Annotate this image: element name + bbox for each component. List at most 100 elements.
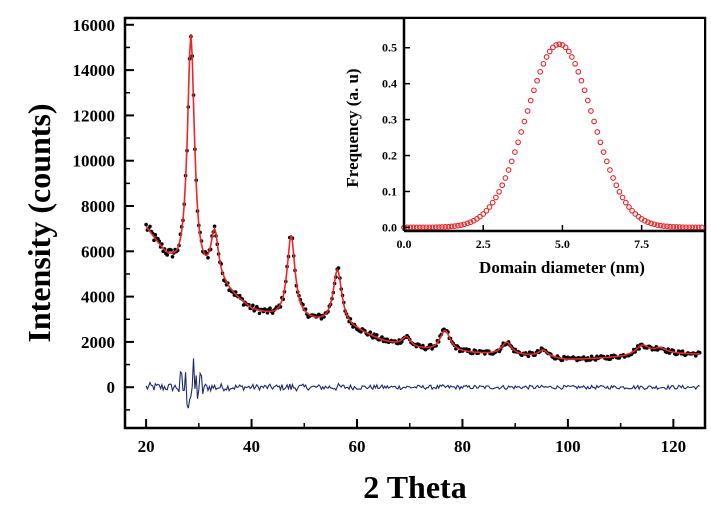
main-x-tick-label: 60	[349, 437, 366, 456]
inset-point	[553, 42, 559, 48]
main-plot-frame	[123, 16, 707, 430]
inset-point	[524, 108, 531, 114]
observed-point	[319, 317, 324, 321]
inset-point	[667, 223, 673, 230]
inset-y-tick-label: 0.4	[382, 77, 397, 91]
inset-point	[527, 97, 534, 104]
inset-point	[654, 222, 661, 228]
inset-x-tick-label: 7.5	[634, 237, 649, 251]
inset-x-tick-label: 2.5	[476, 237, 491, 251]
inset-point	[429, 224, 436, 231]
main-x-tick-label: 80	[454, 437, 471, 456]
observed-point	[380, 335, 384, 339]
inset-x-axis-title: Domain diameter (nm)	[479, 258, 645, 277]
inset-point	[679, 224, 686, 231]
inset-point	[629, 207, 635, 214]
inset-point	[581, 87, 588, 94]
inset-y-tick-label: 0.2	[382, 149, 397, 163]
observed-point	[429, 342, 433, 347]
inset-y-axis-title: Frequency (a. u)	[343, 68, 362, 187]
observed-point	[375, 333, 379, 337]
observed-point	[526, 354, 531, 359]
observed-point	[165, 253, 169, 257]
inset-point	[480, 211, 487, 217]
inset-point	[543, 54, 550, 60]
inset-point	[645, 219, 651, 226]
inset-point	[626, 204, 632, 210]
inset-point	[496, 188, 502, 195]
inset-point	[689, 224, 696, 231]
inset-point	[664, 223, 670, 230]
inset-point	[483, 207, 490, 214]
calculated-line	[145, 34, 700, 360]
inset-point	[616, 188, 623, 195]
inset-point	[600, 149, 607, 155]
inset-point	[423, 224, 430, 231]
inset-point	[515, 139, 521, 146]
inset-point	[695, 224, 702, 231]
inset-point	[464, 220, 471, 227]
inset-point	[448, 223, 455, 230]
main-y-axis: 0 2000 4000 6000 8000 10000 12000 14000 16000	[73, 16, 134, 411]
inset-point	[413, 224, 420, 231]
observed-point	[608, 357, 612, 362]
main-x-tick-label: 100	[555, 437, 581, 456]
inset-point	[432, 224, 439, 231]
inset-point	[613, 182, 620, 189]
inset-background	[404, 19, 704, 231]
inset-point	[508, 158, 515, 165]
inset-x-axis: 0.0 2.5 5.0 7.5	[397, 225, 649, 251]
inset-point	[584, 97, 591, 104]
main-y-tick-label: 12000	[73, 106, 116, 125]
inset-point	[607, 167, 613, 173]
observed-point	[170, 254, 175, 259]
main-x-tick-label: 40	[243, 437, 260, 456]
inset-point	[651, 221, 658, 228]
inset-point	[489, 199, 496, 206]
inset-point	[591, 118, 597, 125]
inset-y-tick-label: 0.3	[382, 113, 397, 127]
inset-point	[597, 139, 604, 146]
inset-point	[588, 108, 594, 114]
observed-point	[593, 358, 598, 362]
inset-point	[578, 77, 585, 84]
inset-point	[502, 175, 509, 181]
inset-point	[486, 204, 493, 210]
inset-point	[657, 222, 664, 229]
main-y-tick-label: 16000	[73, 16, 116, 35]
observed-point	[169, 248, 173, 252]
main-x-axis: 20 40 60 80 100 120	[138, 419, 686, 456]
observed-point	[241, 303, 246, 307]
inset-point	[619, 194, 626, 201]
observed-point	[268, 306, 272, 311]
inset-y-tick-label: 0.5	[382, 41, 397, 55]
inset-point	[603, 158, 610, 165]
inset-point	[458, 222, 464, 228]
inset-point	[455, 222, 461, 229]
inset-point	[436, 224, 442, 230]
inset-point	[610, 175, 616, 181]
inset-point	[622, 199, 629, 206]
observed-point	[144, 222, 148, 227]
inset-point	[461, 221, 468, 228]
inset-x-tick-label: 5.0	[555, 237, 570, 251]
observed-point	[368, 330, 373, 335]
inset-y-tick-label: 0.1	[382, 184, 397, 198]
inset-point	[673, 224, 680, 230]
inset-point	[512, 149, 518, 155]
main-y-tick-label: 6000	[81, 242, 115, 261]
inset-x-tick-label: 0.0	[397, 237, 412, 251]
inset-point	[660, 223, 667, 229]
inset-point	[686, 224, 693, 231]
main-x-axis-title: 2 Theta	[363, 469, 466, 505]
inset-point	[562, 44, 569, 51]
inset-point	[683, 224, 689, 231]
inset-point	[499, 182, 506, 189]
inset-point	[537, 68, 544, 75]
main-y-tick-label: 8000	[81, 197, 115, 216]
main-y-tick-label: 14000	[73, 61, 116, 80]
inset-point	[572, 60, 578, 67]
inset-point	[540, 60, 547, 67]
inset-point	[410, 224, 417, 231]
